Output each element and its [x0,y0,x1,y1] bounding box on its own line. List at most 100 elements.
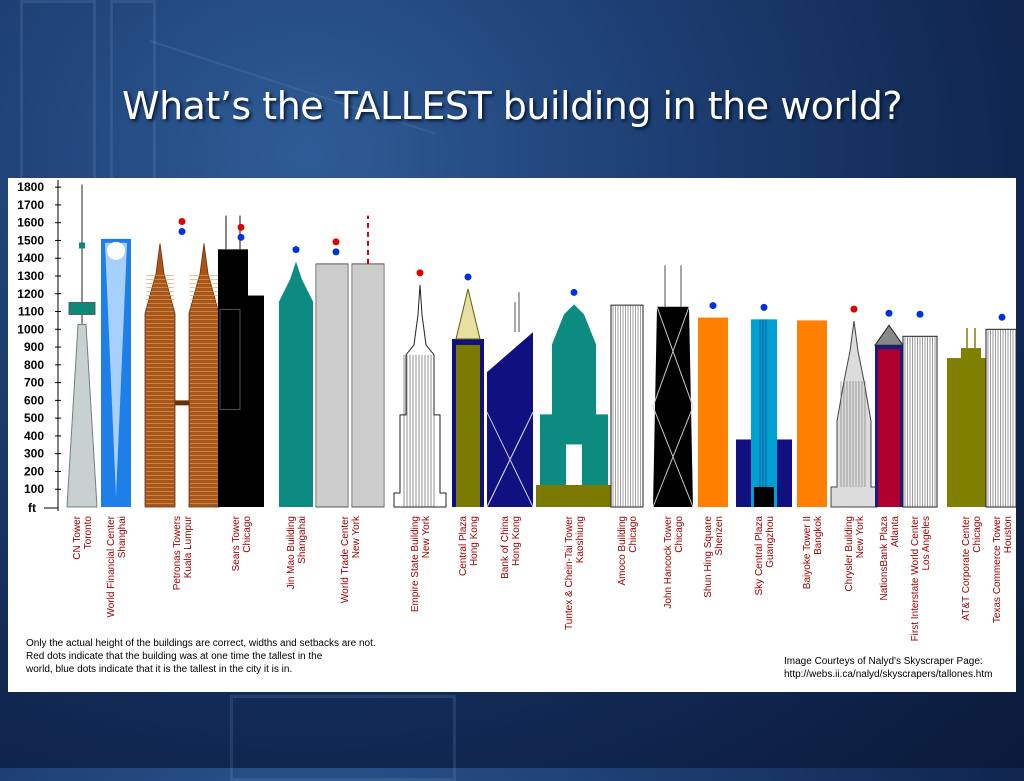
building-label: John Hancock TowerChicago [663,515,685,608]
setback [246,295,264,507]
opening [566,444,582,487]
building-name: John Hancock Tower [663,515,674,608]
building-label: Chrysler BuildingNew York [844,515,866,592]
red-dot [850,305,858,313]
building-label: World Financial CenterShanghai [106,515,128,617]
building-body [279,261,313,507]
building-city: Kaoshiung [575,516,586,563]
building-amoco-building: Amoco BuildingChicago [610,304,644,586]
blue-dot [885,309,893,317]
building-name: Central Plaza [458,516,469,576]
blue-dot [464,273,472,281]
building-name: Empire State Building [410,516,421,612]
y-tick-label: 1100 [18,305,44,319]
note-line-1: Only the actual height of the buildings … [26,638,376,649]
chart-panel: 100 200 300 400 500 600 700 800 900 1000 1100 1200 1… [8,178,1016,692]
podium [536,485,612,507]
building-name: CN Tower [72,515,83,559]
y-tick-label: 100 [24,482,44,496]
brace [652,306,690,407]
y-tick-label: 1300 [17,269,44,283]
space-deck [79,242,85,249]
building-label: Jin Mao BuildingShangahai [286,516,308,589]
building-body [456,344,480,507]
building-body [540,304,608,507]
skybridge [175,400,189,406]
building-city: Shangahai [297,516,308,564]
pyramid-top [455,288,481,340]
building-city: Hong Kong [469,516,480,566]
building-label: Sears TowerChicago [231,515,253,571]
building-city: Kuala Lumpur [183,515,194,578]
y-tick-label: 1400 [17,251,44,265]
building-city: Houston [1003,516,1014,553]
building-label: Sky Central PlazaGuangzhou [754,516,776,596]
building-name: NationsBank Plaza [879,516,890,601]
building-name: Tuntex & Chein-Tai Tower [564,515,575,630]
building-baiyoke-tower-ii: Baiyoke Tower IIBangkok [797,320,827,589]
building-body [797,320,827,507]
building-world-trade-center: World Trade CenterNew York [315,215,385,603]
building-city: Shenzen [714,516,725,555]
slide-title: What’s the TALLEST building in the world… [122,84,903,128]
building-body [985,328,1016,508]
building-name: Texas Commerce Tower [992,515,1003,623]
pyramid-top [874,324,904,346]
y-tick-label: 1600 [17,216,44,230]
building-city: Chicago [674,516,685,553]
building-label: First Interstate World CenterLos Angeles [910,515,932,641]
building-shun-hing-square: Shun Hing SquareShenzen [698,302,728,598]
entrance [754,487,774,507]
blue-dot [760,303,768,311]
building-cn-tower: CN TowerToronto [66,184,98,560]
building-label: NationsBank PlazaAtlanta [879,516,901,601]
skypod [68,301,96,315]
y-tick-label: 200 [24,464,44,478]
y-unit-label: ft [28,501,36,515]
building-nationsbank-plaza: NationsBank PlazaAtlanta [874,309,904,601]
building-label: Amoco BuildingChicago [617,516,639,586]
building-city: Chicago [242,516,253,553]
building-city: Atlanta [890,516,901,548]
note-line-2: Red dots indicate that the building was … [26,651,323,662]
red-dot [178,217,186,225]
y-tick-label: 1700 [17,198,44,212]
building-label: Bank of ChinaHong Kong [500,516,522,579]
building-texas-commerce-tower: Texas Commerce TowerHouston [985,313,1016,623]
building-city: New York [351,515,362,558]
building-petronas-towers: Petronas TowersKuala Lumpur [144,217,220,590]
building-city: Shanghai [117,516,128,558]
building-sky-central-plaza: Sky Central PlazaGuangzhou [736,303,792,596]
aperture [107,241,125,260]
building-chrysler-building: Chrysler BuildingNew York [830,305,878,592]
y-tick-label: 1800 [17,180,44,194]
building-bank-of-china: Bank of ChinaHong Kong [486,292,534,579]
building-city: Chicago [628,516,639,553]
building-heights-chart: 100 200 300 400 500 600 700 800 900 1000 1100 1200 1… [17,180,1016,641]
y-tick-label: 800 [24,358,44,372]
facade [878,349,900,507]
image-credit: Image Courteys of Nalyd's Skyscraper Pag… [784,655,1014,681]
glass-taper [105,242,127,497]
building-body [393,284,447,508]
building-label: Baiyoke Tower IIBangkok [802,515,824,589]
building-name: Sky Central Plaza [754,516,765,596]
building-city: New York [421,515,432,558]
building-name: Baiyoke Tower II [802,516,813,589]
red-dot [237,223,245,231]
crown [961,348,981,361]
brace [656,306,694,407]
blue-dot [237,233,245,241]
y-tick-label: 1000 [17,322,44,336]
building-body [66,323,98,508]
building-jin-mao-building: Jin Mao BuildingShangahai [279,246,313,589]
building-label: World Trade CenterNew York [340,515,362,603]
outline [219,308,241,410]
building-name: Jin Mao Building [286,516,297,589]
building-name: Bank of China [500,516,511,579]
credit-line-1: Image Courteys of Nalyd's Skyscraper Pag… [784,656,983,667]
credit-url: http://webs.ii.ca/nalyd/skyscrapers/tall… [784,669,993,680]
building-city: Bangkok [813,515,824,555]
blue-dot [709,302,717,310]
y-tick-label: 600 [24,393,44,407]
